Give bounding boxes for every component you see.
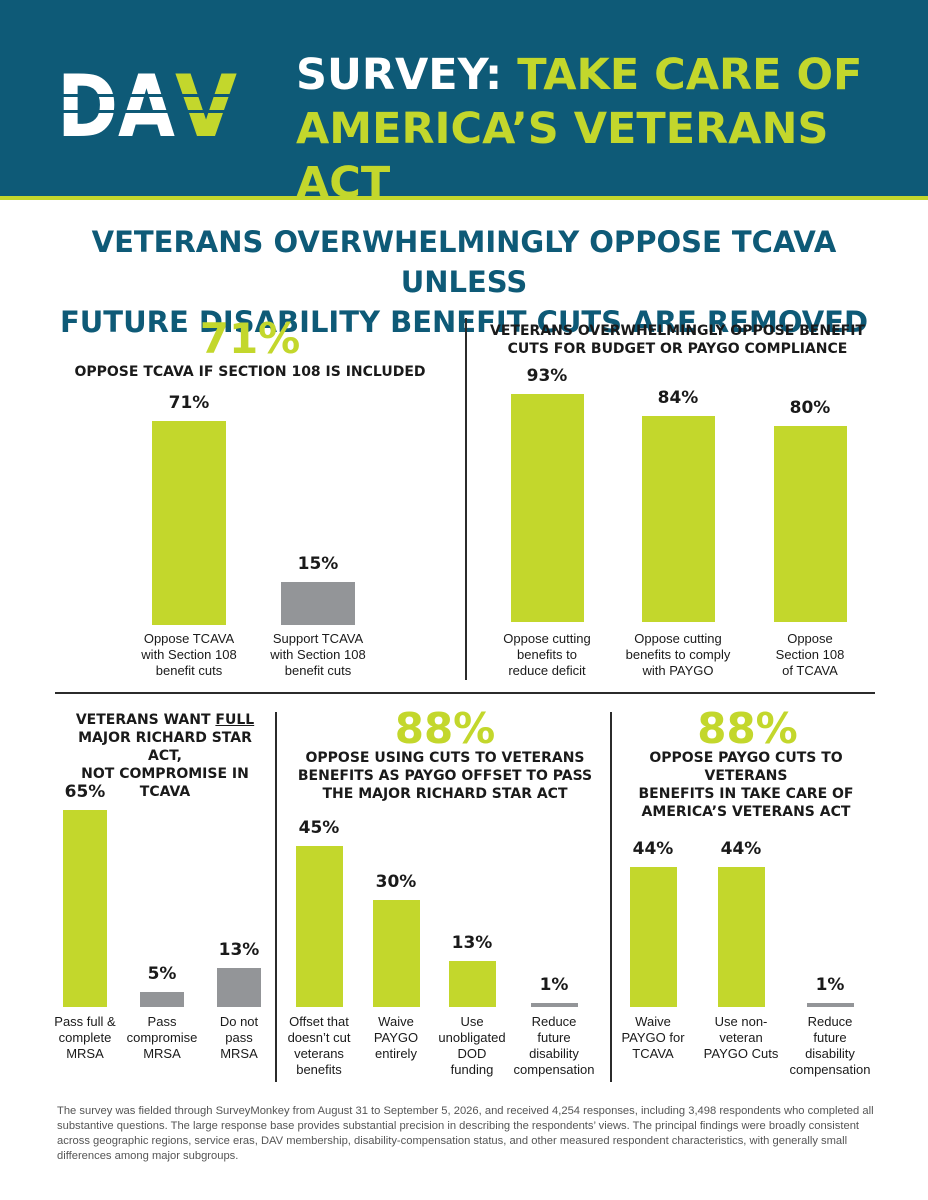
bar-value-label: 1%	[539, 975, 569, 995]
panel3-title-full: FULL	[215, 712, 255, 728]
dav-logo: DA V	[57, 64, 237, 144]
logo-stripe	[57, 110, 237, 113]
bar-value-label: 44%	[632, 839, 674, 860]
chart-bar	[510, 394, 584, 622]
title-part2: TAKE CARE OF	[517, 50, 863, 100]
bar-value-label: 71%	[168, 392, 210, 413]
chart-bar	[448, 960, 496, 1007]
bar-category-label: Pass full & complete MRSA	[54, 1014, 116, 1061]
panel5-big-stat: 88%	[697, 704, 798, 753]
panel3-title-b: MAJOR RICHARD STAR ACT, NOT COMPROMISE I…	[78, 730, 252, 800]
chart-bar	[217, 967, 261, 1007]
logo-stripe	[57, 94, 237, 97]
bar-value-label: 45%	[298, 818, 340, 839]
bar-category-label: Pass compromise MRSA	[126, 1014, 198, 1061]
chart-bar	[530, 1003, 578, 1007]
chart-bar	[806, 1003, 854, 1007]
headline-line1: VETERANS OVERWHELMINGLY OPPOSE TCAVA UNL…	[91, 225, 837, 299]
bar-category-label: Waive PAYGO for TCAVA	[621, 1014, 685, 1061]
bar-value-label: 30%	[375, 871, 417, 892]
panel2-title: VETERANS OVERWHELMINGLY OPPOSE BENEFIT C…	[480, 322, 875, 358]
panel3-title: VETERANS WANT FULL MAJOR RICHARD STAR AC…	[60, 711, 270, 801]
panel4-title: OPPOSE USING CUTS TO VETERANS BENEFITS A…	[285, 749, 605, 803]
chart-bar	[641, 416, 715, 622]
title-survey: SURVEY:	[296, 50, 503, 100]
bar-category-label: Offset that doesn’t cut veterans benefit…	[287, 1014, 351, 1077]
panel5-title: OPPOSE PAYGO CUTS TO VETERANS BENEFITS I…	[612, 749, 880, 821]
chart-bar	[281, 581, 355, 625]
panel5-title-text: OPPOSE PAYGO CUTS TO VETERANS BENEFITS I…	[638, 750, 854, 820]
bar-value-label: 80%	[789, 398, 831, 418]
bar-value-label: 93%	[526, 366, 568, 387]
bar-value-label: 13%	[218, 939, 260, 960]
bar-category-label: Oppose cutting benefits to comply with P…	[625, 631, 731, 678]
bar-category-label: Oppose TCAVA with Section 108 benefit cu…	[141, 631, 237, 678]
bar-value-label: 5%	[147, 963, 177, 984]
headline: VETERANS OVERWHELMINGLY OPPOSE TCAVA UNL…	[40, 222, 888, 342]
title-line2: AMERICA’S VETERANS ACT	[296, 104, 829, 208]
bar-value-label: 15%	[297, 553, 339, 574]
bar-category-label: Do not pass MRSA	[219, 1014, 259, 1061]
bar-category-label: Use non- veteran PAYGO Cuts	[703, 1014, 779, 1061]
dav-logo-letter-v: V	[175, 64, 237, 144]
bar-category-label: Oppose Section 108 of TCAVA	[775, 631, 845, 678]
footnote: The survey was fielded through SurveyMon…	[57, 1105, 874, 1162]
bar-category-label: Waive PAYGO entirely	[373, 1014, 419, 1061]
header-banner: DA V SURVEY: TAKE CARE OF AMERICA’S VETE…	[0, 0, 928, 208]
headline-line2: FUTURE DISABILITY BENEFIT CUTS ARE REMOV…	[59, 305, 869, 339]
chart-bar	[773, 426, 847, 622]
bar-category-label: Reduce future disability compensation	[513, 1014, 595, 1077]
chart-bar	[152, 420, 226, 625]
divider-horizontal	[55, 692, 875, 694]
panel4-title-text: OPPOSE USING CUTS TO VETERANS BENEFITS A…	[297, 750, 593, 802]
page-title: SURVEY: TAKE CARE OF AMERICA’S VETERANS …	[296, 48, 906, 210]
panel4-big-stat: 88%	[394, 704, 496, 753]
bar-category-label: Support TCAVA with Section 108 benefit c…	[270, 631, 366, 678]
panel3-title-a: VETERANS WANT	[75, 712, 216, 728]
panel2-title-text: VETERANS OVERWHELMINGLY OPPOSE BENEFIT C…	[490, 323, 865, 357]
divider-bottom-vertical-1	[275, 712, 277, 1082]
chart-bar	[629, 867, 677, 1007]
panel1-title: OPPOSE TCAVA IF SECTION 108 IS INCLUDED	[74, 364, 426, 380]
chart-bar	[717, 867, 765, 1007]
divider-top-vertical	[465, 318, 467, 680]
divider-bottom-vertical-2	[610, 712, 612, 1082]
bar-category-label: Reduce future disability compensation	[789, 1014, 871, 1077]
bar-value-label: 84%	[657, 388, 699, 409]
chart-bar	[295, 846, 343, 1007]
bar-value-label: 13%	[451, 932, 493, 953]
bar-value-label: 65%	[64, 782, 106, 803]
chart-bar	[63, 810, 107, 1007]
bar-category-label: Use unobligated DOD funding	[438, 1014, 506, 1077]
header-accent-stripe	[0, 196, 928, 200]
chart-bar	[372, 899, 420, 1007]
bar-category-label: Oppose cutting benefits to reduce defici…	[503, 631, 591, 678]
bar-value-label: 1%	[815, 975, 845, 995]
bar-value-label: 44%	[720, 839, 762, 860]
dav-logo-letters-da: DA	[57, 64, 175, 144]
panel1-big-stat: 71%	[199, 314, 301, 363]
chart-bar	[140, 991, 184, 1007]
